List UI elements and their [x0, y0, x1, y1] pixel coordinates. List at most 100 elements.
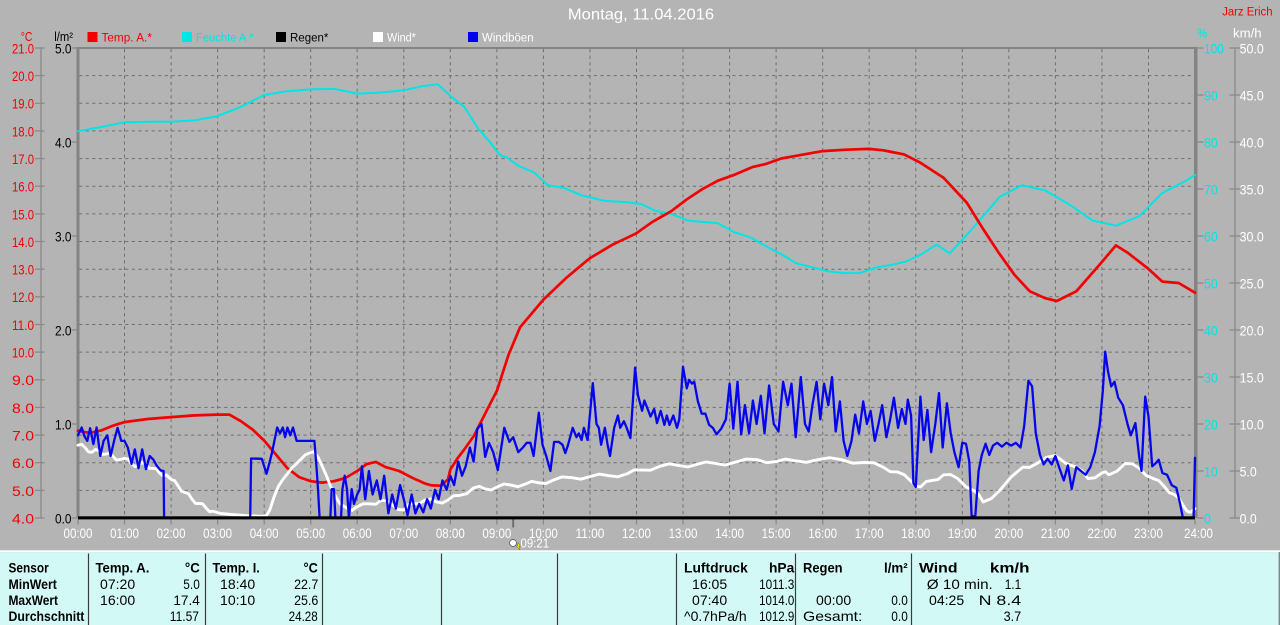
svg-text:Regen: Regen	[803, 559, 843, 575]
svg-text:90: 90	[1204, 87, 1218, 103]
svg-text:35.0: 35.0	[1240, 181, 1264, 197]
svg-text:17.4: 17.4	[173, 592, 200, 608]
svg-text:15.0: 15.0	[1240, 369, 1264, 385]
svg-text:03:00: 03:00	[203, 525, 232, 541]
svg-text:km/h: km/h	[990, 559, 1030, 575]
svg-text:16.0: 16.0	[12, 179, 34, 195]
svg-text:0.0: 0.0	[891, 592, 908, 608]
svg-text:7.0: 7.0	[12, 427, 34, 443]
svg-text:10.0: 10.0	[12, 345, 34, 361]
svg-text:22:00: 22:00	[1087, 525, 1116, 541]
svg-text:Temp. A.: Temp. A.	[96, 559, 150, 575]
svg-text:23:00: 23:00	[1134, 525, 1163, 541]
svg-text:18:40: 18:40	[220, 576, 255, 592]
svg-text:hPa: hPa	[769, 559, 794, 575]
svg-text:50: 50	[1204, 275, 1218, 291]
svg-text:100: 100	[1204, 40, 1224, 56]
svg-text:40.0: 40.0	[1240, 134, 1264, 150]
svg-text:17:00: 17:00	[855, 525, 884, 541]
svg-text:9.0: 9.0	[12, 372, 34, 388]
svg-text:Durchschnitt: Durchschnitt	[9, 609, 85, 624]
svg-text:04:00: 04:00	[250, 525, 279, 541]
svg-text:10:00: 10:00	[529, 525, 558, 541]
svg-text:10:10: 10:10	[220, 592, 255, 608]
svg-text:12.0: 12.0	[12, 289, 34, 305]
svg-text:l/m²: l/m²	[54, 30, 73, 44]
svg-text:MinWert: MinWert	[9, 577, 58, 592]
svg-text:02:00: 02:00	[157, 525, 186, 541]
svg-text:0.0: 0.0	[891, 608, 908, 624]
svg-text:0.0: 0.0	[55, 510, 72, 526]
svg-text:24.28: 24.28	[289, 608, 318, 624]
svg-text:N 8.4: N 8.4	[979, 592, 1022, 608]
svg-text:Montag, 11.04.2016: Montag, 11.04.2016	[568, 6, 714, 23]
svg-text:00:00: 00:00	[64, 525, 93, 541]
svg-text:6.0: 6.0	[12, 455, 34, 471]
svg-text:5.0: 5.0	[55, 40, 72, 56]
svg-text:18.0: 18.0	[12, 123, 34, 139]
svg-text:22.7: 22.7	[294, 576, 318, 592]
svg-text:2.0: 2.0	[55, 322, 72, 338]
svg-text:20:00: 20:00	[994, 525, 1023, 541]
svg-text:19.0: 19.0	[12, 96, 34, 112]
svg-text:1.1: 1.1	[1005, 576, 1022, 592]
svg-text:10: 10	[1204, 463, 1218, 479]
svg-text:25.6: 25.6	[294, 592, 318, 608]
svg-text:19:00: 19:00	[948, 525, 977, 541]
svg-text:01:00: 01:00	[110, 525, 139, 541]
svg-text:21:00: 21:00	[1041, 525, 1070, 541]
svg-text:4.0: 4.0	[55, 134, 72, 150]
svg-text:5.0: 5.0	[183, 576, 200, 592]
svg-text:14.0: 14.0	[12, 234, 34, 250]
svg-text:l/m²: l/m²	[884, 559, 908, 575]
svg-text:11.57: 11.57	[170, 608, 199, 624]
svg-text:13.0: 13.0	[12, 262, 34, 278]
svg-text:20.0: 20.0	[1240, 322, 1264, 338]
svg-text:60: 60	[1204, 228, 1218, 244]
svg-text:16:05: 16:05	[692, 576, 727, 592]
svg-text:°C: °C	[185, 559, 200, 575]
svg-text:16:00: 16:00	[808, 525, 837, 541]
svg-text:Feuchte A.*: Feuchte A.*	[196, 33, 254, 45]
svg-text:km/h: km/h	[1233, 26, 1262, 40]
svg-text:Windböen: Windböen	[482, 33, 534, 45]
svg-text:80: 80	[1204, 134, 1218, 150]
svg-text:07:00: 07:00	[389, 525, 418, 541]
svg-text:06:00: 06:00	[343, 525, 372, 541]
svg-text:Temp. A.*: Temp. A.*	[102, 33, 153, 45]
svg-text:24:00: 24:00	[1184, 525, 1213, 541]
svg-text:18:00: 18:00	[901, 525, 930, 541]
svg-text:07:40: 07:40	[692, 592, 727, 608]
svg-text:00:00: 00:00	[816, 592, 851, 608]
svg-text:MaxWert: MaxWert	[9, 593, 59, 608]
svg-text:Regen*: Regen*	[290, 33, 329, 45]
svg-text:Jarz Erich: Jarz Erich	[1222, 7, 1272, 19]
svg-text:09:00: 09:00	[482, 525, 511, 541]
svg-text:10.0: 10.0	[1240, 416, 1264, 432]
svg-text:70: 70	[1204, 181, 1218, 197]
svg-text:0: 0	[1204, 510, 1211, 526]
svg-text:14:00: 14:00	[715, 525, 744, 541]
svg-text:30.0: 30.0	[1240, 228, 1264, 244]
svg-text:Temp. I.: Temp. I.	[213, 559, 260, 575]
svg-text:Sensor: Sensor	[9, 560, 50, 575]
svg-text:08:00: 08:00	[436, 525, 465, 541]
svg-text:40: 40	[1204, 322, 1218, 338]
svg-text:11.0: 11.0	[12, 317, 34, 333]
svg-text:Wind: Wind	[919, 559, 958, 575]
svg-text:1011.3: 1011.3	[759, 576, 794, 592]
svg-text:20.0: 20.0	[12, 68, 34, 84]
svg-text:20: 20	[1204, 416, 1218, 432]
svg-text:30: 30	[1204, 369, 1218, 385]
svg-text:4.0: 4.0	[12, 510, 34, 526]
svg-text:°C: °C	[21, 30, 33, 44]
svg-text:05:00: 05:00	[296, 525, 325, 541]
svg-text:%: %	[1197, 25, 1207, 40]
svg-text:21.0: 21.0	[12, 40, 34, 56]
svg-text:^0.7hPa/h: ^0.7hPa/h	[684, 608, 747, 624]
svg-text:Wind*: Wind*	[387, 33, 416, 45]
svg-text:3.7: 3.7	[1004, 608, 1022, 624]
svg-text:1.0: 1.0	[55, 416, 72, 432]
svg-text:11:00: 11:00	[576, 525, 605, 541]
svg-text:1012.9: 1012.9	[759, 608, 794, 624]
